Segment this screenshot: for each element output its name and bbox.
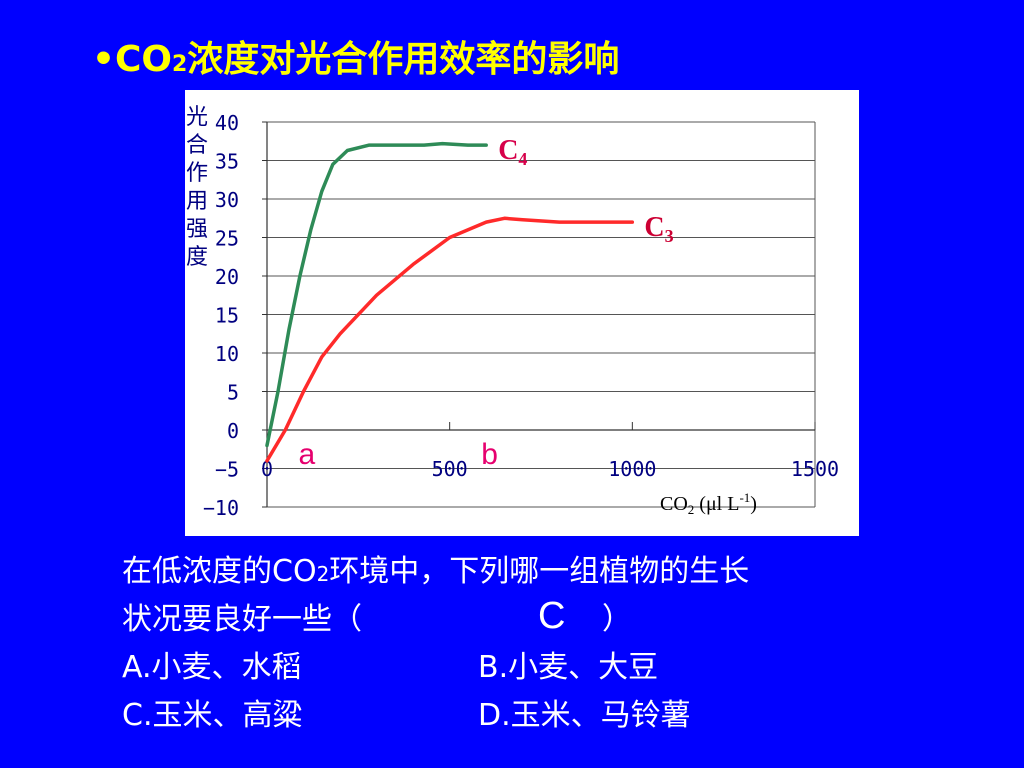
option-b: B.小麦、大豆 — [478, 650, 659, 685]
question-line2-prefix: 状况要良好一些（ — [122, 602, 362, 637]
y-axis-label-char: 合 — [186, 133, 209, 158]
answer-letter: C — [538, 595, 566, 637]
y-axis-label-char: 作 — [186, 161, 209, 186]
question-line-2: 状况要良好一些（ C ） — [122, 595, 972, 644]
annotation-a: a — [299, 438, 316, 471]
y-tick-label: 35 — [215, 150, 239, 174]
y-tick-label: −5 — [215, 458, 239, 482]
question-line1-subscript: 2 — [316, 562, 330, 586]
y-tick-label: 0 — [227, 419, 239, 443]
y-tick-label: −10 — [203, 496, 239, 520]
series-label-c3: C3 — [644, 212, 673, 246]
question-block: 在低浓度的CO2环境中，下列哪一组植物的生长 状况要良好一些（ C ） A.小麦… — [122, 548, 972, 740]
series-line-c3 — [265, 216, 635, 463]
x-tick-label: 500 — [432, 457, 468, 481]
y-tick-label: 5 — [227, 381, 239, 405]
y-axis-label: 光合作用强度 — [186, 104, 214, 272]
chart-svg: 40 35 30 25 20 15 10 5 0 −5 −10 0 500 1000 1500 CO2 (μl… — [203, 111, 839, 520]
x-tick-label: 0 — [261, 457, 273, 481]
question-line-1: 在低浓度的CO2环境中，下列哪一组植物的生长 — [122, 548, 972, 596]
series-line-c4 — [265, 141, 488, 448]
chart-panel: 光合作用强度 40 35 30 25 20 15 10 5 0 −5 −10 0 500 1000 1500… — [185, 90, 859, 536]
annotation-b: b — [481, 438, 498, 471]
x-tick-label: 1000 — [608, 457, 656, 481]
close-paren: ） — [602, 602, 632, 637]
title-subscript: 2 — [172, 52, 188, 77]
question-line1-suffix: 环境中，下列哪一组植物的生长 — [329, 554, 750, 589]
title-suffix: 浓度对光合作用效率的影响 — [187, 39, 620, 80]
options-row-2: C.玉米、高粱 D.玉米、马铃薯 — [122, 692, 972, 740]
y-tick-label: 25 — [215, 227, 239, 251]
option-a: A.小麦、水稻 — [122, 650, 302, 685]
y-tick-label: 40 — [215, 111, 239, 135]
y-axis-label-char: 光 — [186, 105, 209, 130]
x-tick-label: 1500 — [791, 457, 839, 481]
y-tick-label: 30 — [215, 188, 239, 212]
y-axis-label-char: 强 — [186, 217, 209, 242]
y-axis-label-char: 用 — [186, 189, 209, 214]
y-tick-label: 10 — [215, 342, 239, 366]
x-axis-label: CO2 (μl L-1) — [660, 490, 757, 517]
y-tick-label: 20 — [215, 265, 239, 289]
question-line1-prefix: 在低浓度的CO — [122, 554, 317, 589]
options-row-1: A.小麦、水稻 B.小麦、大豆 — [122, 644, 972, 692]
y-axis-label-char: 度 — [186, 245, 209, 270]
y-tick-label: 15 — [215, 304, 239, 328]
title-prefix: •CO — [92, 39, 173, 80]
option-d: D.玉米、马铃薯 — [478, 698, 691, 733]
slide-title: •CO2浓度对光合作用效率的影响 — [92, 30, 619, 82]
series-label-c4: C4 — [498, 135, 527, 169]
option-c: C.玉米、高粱 — [122, 698, 303, 733]
